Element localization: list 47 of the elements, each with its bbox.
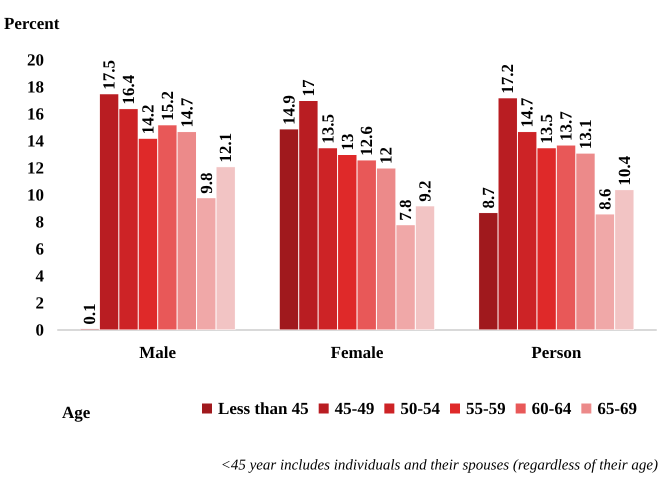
- y-tick-label: 2: [36, 294, 44, 312]
- y-tick-label: 6: [36, 240, 44, 258]
- y-tick-label: 10: [27, 186, 44, 204]
- data-label: 0.1: [80, 303, 100, 325]
- data-label: 16.4: [119, 74, 138, 105]
- y-tick-label: 12: [27, 158, 44, 178]
- data-label: 9.2: [416, 180, 435, 202]
- data-label: 13.5: [537, 114, 556, 144]
- y-tick-label: 16: [27, 104, 44, 124]
- y-tick-label: 8: [36, 212, 44, 232]
- y-tick-label: 0: [36, 320, 44, 340]
- data-label: 17.5: [100, 60, 119, 90]
- data-label: 15.2: [158, 91, 177, 121]
- data-label: 13.1: [576, 119, 595, 150]
- data-label: 14.7: [518, 97, 537, 128]
- data-label: 12.1: [216, 132, 236, 163]
- x-tick-label: Male: [139, 343, 177, 362]
- x-tick-label: Female: [330, 343, 384, 362]
- legend-label: 55-59: [466, 399, 506, 418]
- data-label: 7.8: [396, 199, 416, 221]
- data-label: 13.7: [556, 110, 576, 142]
- data-label: 17: [298, 79, 318, 96]
- legend-label: 60-64: [532, 399, 572, 418]
- data-label: 9.8: [196, 172, 216, 194]
- data-label: 13: [338, 134, 357, 150]
- data-label: 14.7: [177, 97, 196, 128]
- legend-label: 65-69: [597, 399, 638, 418]
- data-label: 12.6: [357, 126, 376, 156]
- legend-label: 45-49: [334, 399, 374, 418]
- legend-title: Age: [62, 403, 91, 422]
- data-label: 10.4: [614, 155, 634, 186]
- legend-label: 50-54: [400, 399, 441, 418]
- data-label: 17.2: [498, 64, 518, 94]
- legend-label: Less than 45: [218, 399, 309, 418]
- y-tick-label: 14: [27, 132, 44, 150]
- x-tick-label: Person: [531, 343, 582, 362]
- data-label: 12: [376, 147, 396, 164]
- y-tick-label: 4: [36, 266, 44, 286]
- data-label: 14.2: [138, 104, 158, 134]
- y-axis-title: Percent: [4, 14, 60, 33]
- data-label: 13.5: [318, 114, 338, 144]
- data-label: 8.7: [478, 186, 498, 209]
- text: <45 year includes individuals and their spouses (regardless of their age): [220, 458, 658, 474]
- data-label: 8.6: [595, 188, 614, 210]
- data-label: 14.9: [279, 95, 298, 125]
- y-tick-label: 20: [27, 50, 44, 70]
- y-tick-label: 18: [27, 78, 44, 96]
